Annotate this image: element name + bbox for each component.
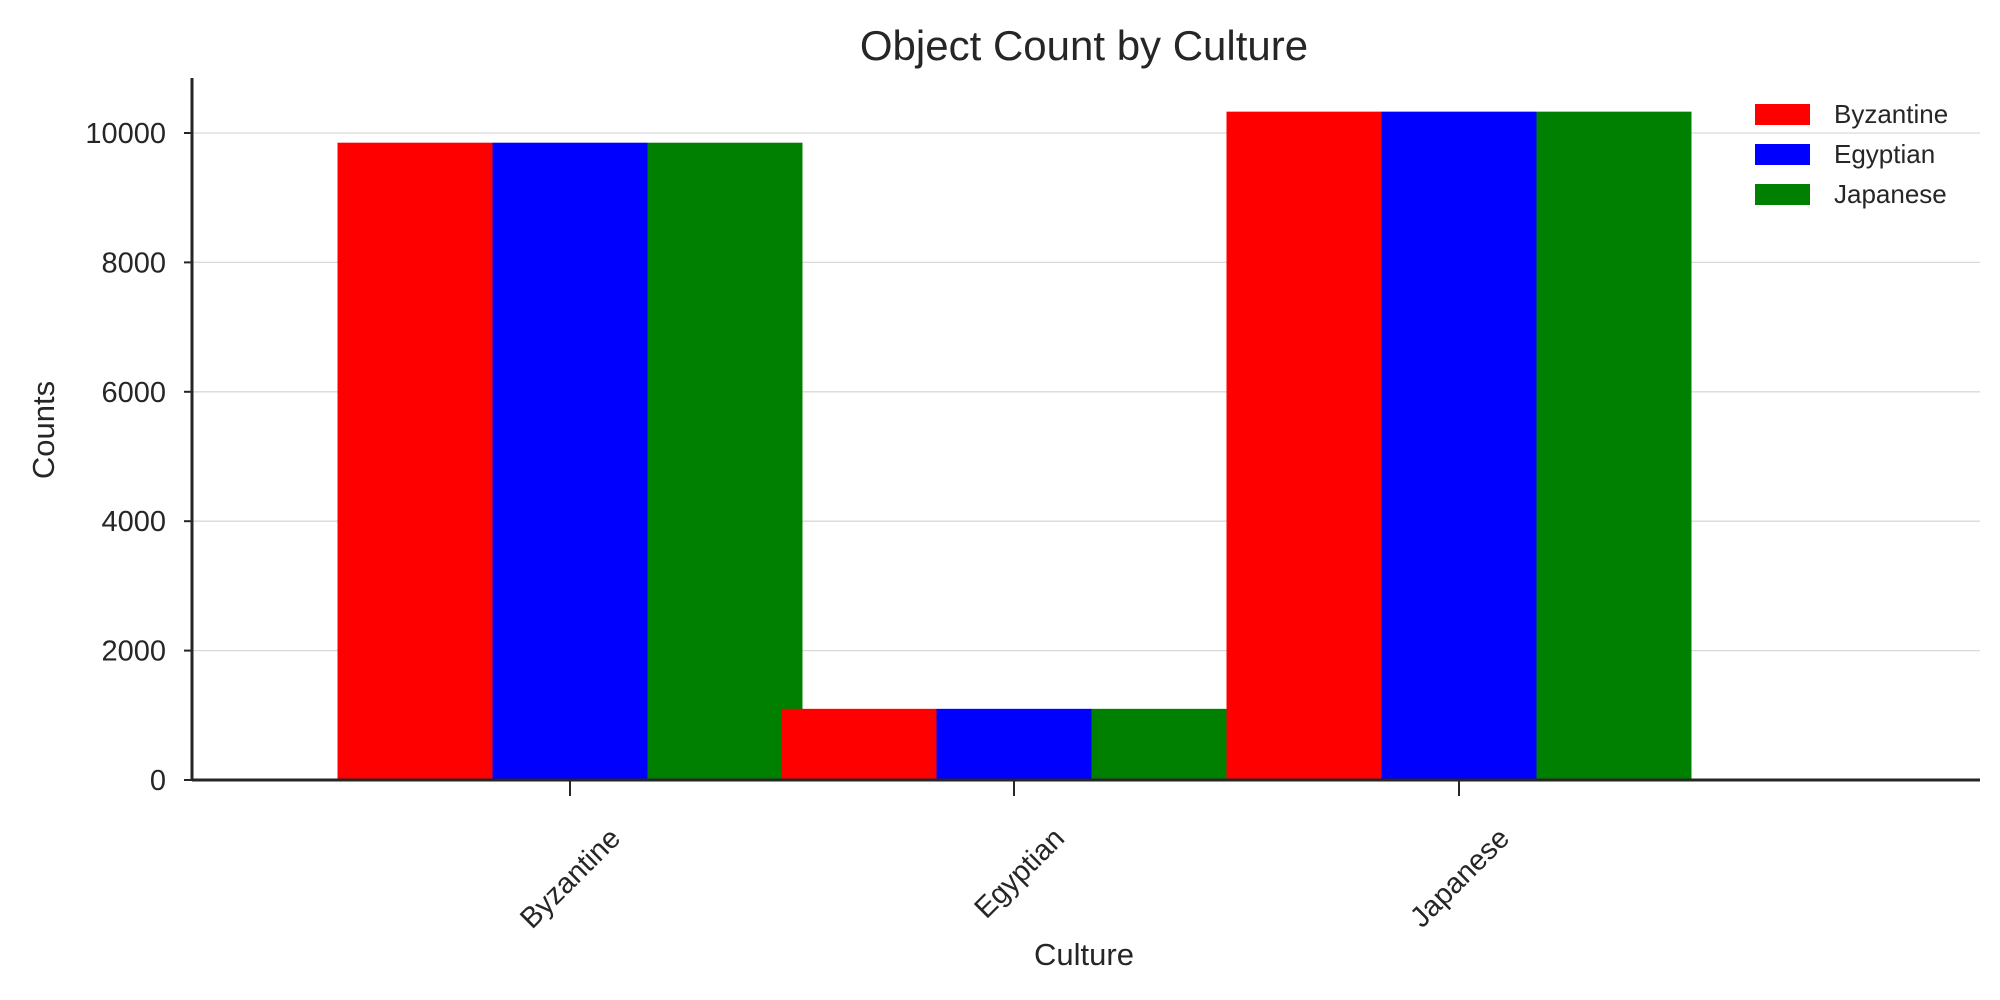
x-axis-ticks: Byzantine Egyptian Japanese [514, 780, 1516, 935]
x-tick-label: Byzantine [514, 822, 627, 935]
legend: Byzantine Egyptian Japanese [1755, 99, 1948, 209]
legend-swatch [1755, 104, 1810, 125]
legend-label: Byzantine [1834, 99, 1948, 129]
x-tick-label: Egyptian [969, 822, 1071, 924]
y-axis-ticks: 0 2000 4000 6000 8000 10000 [85, 118, 192, 797]
legend-swatch [1755, 144, 1810, 165]
legend-swatch [1755, 184, 1810, 205]
bar-byzantine-byzantine [337, 142, 493, 781]
y-tick-label: 4000 [101, 506, 166, 538]
bar-japanese-egyptian [1381, 111, 1537, 781]
x-tick-label: Japanese [1404, 822, 1516, 934]
y-tick-label: 10000 [85, 118, 166, 150]
bar-egyptian-japanese [1091, 708, 1247, 780]
bar-byzantine-japanese [647, 142, 803, 781]
y-tick-label: 2000 [101, 636, 166, 668]
x-axis-label: Culture [1034, 937, 1134, 972]
legend-label: Japanese [1834, 179, 1947, 209]
bars [337, 111, 1692, 781]
bar-egyptian-egyptian [936, 708, 1092, 780]
chart-title: Object Count by Culture [860, 22, 1308, 69]
y-tick-label: 6000 [101, 377, 166, 409]
y-axis-label: Counts [26, 381, 61, 479]
bar-japanese-byzantine [1226, 111, 1382, 781]
bar-egyptian-byzantine [781, 708, 937, 780]
y-tick-label: 0 [150, 765, 166, 797]
bar-japanese-japanese [1536, 111, 1692, 781]
legend-label: Egyptian [1834, 139, 1935, 169]
y-tick-label: 8000 [101, 247, 166, 279]
axes [190, 78, 1980, 782]
bar-byzantine-egyptian [492, 142, 648, 781]
